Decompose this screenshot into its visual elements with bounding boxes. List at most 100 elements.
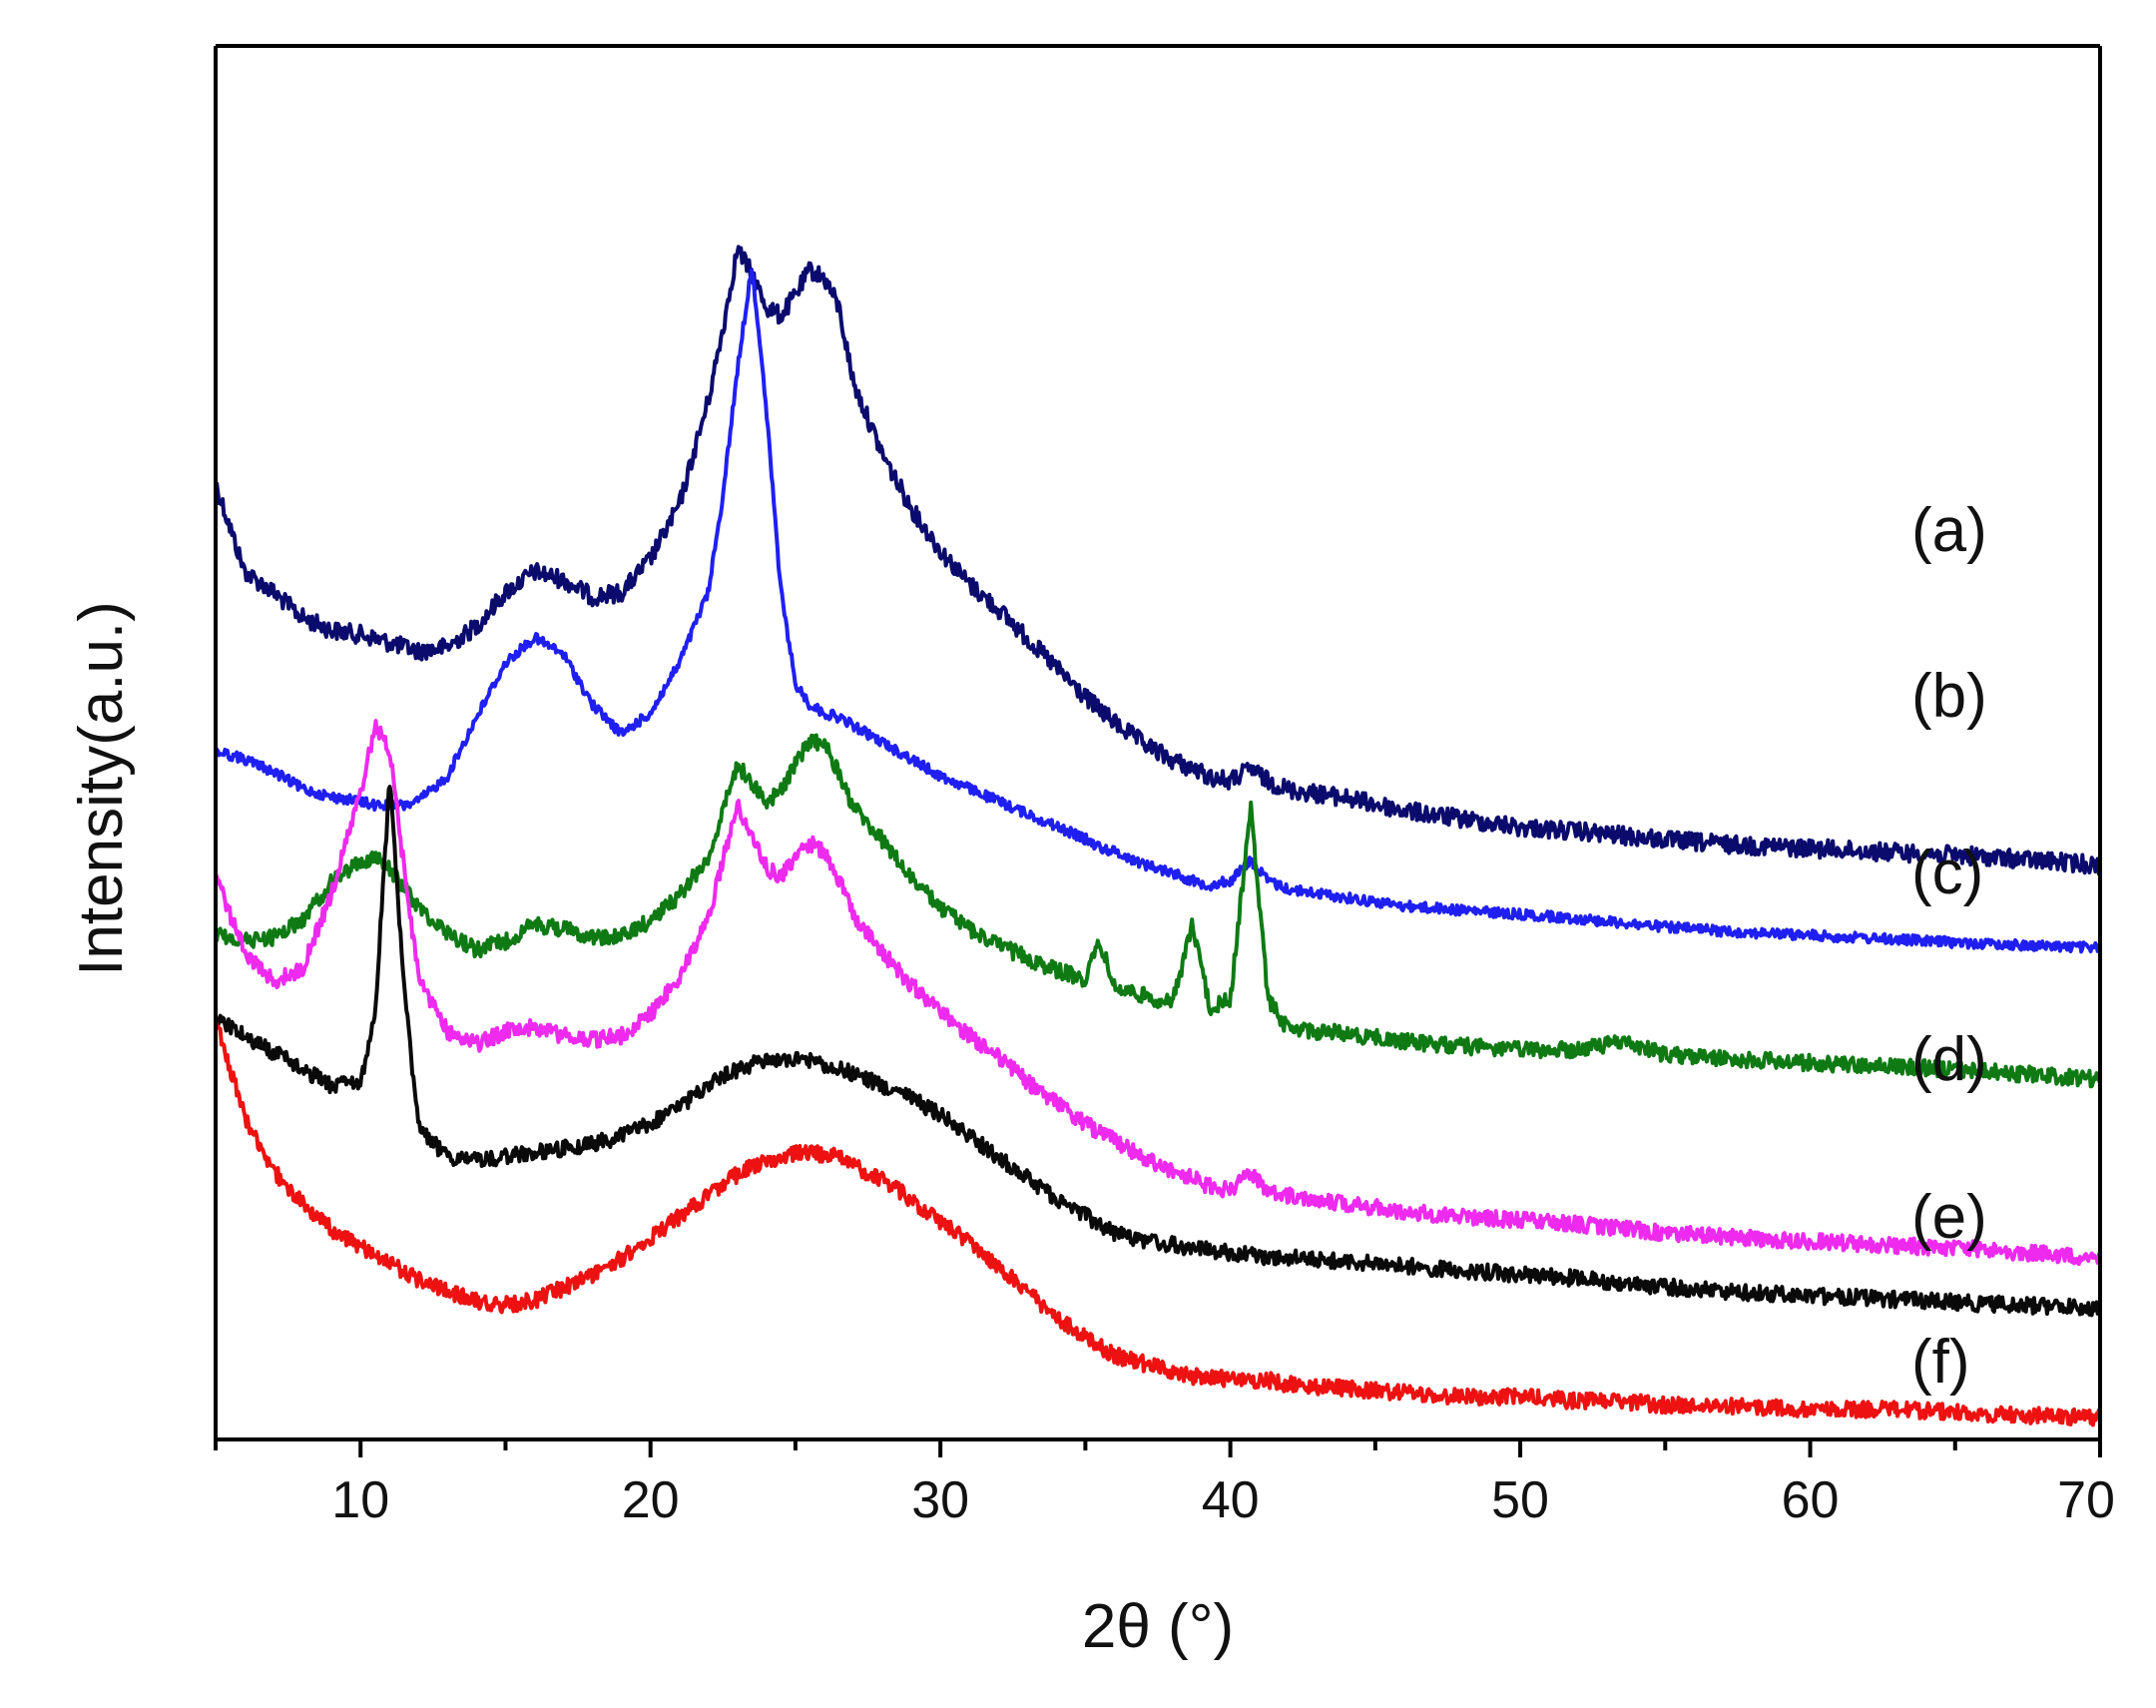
data-point-a — [736, 247, 740, 251]
data-point-a — [1191, 767, 1195, 771]
data-point-f — [358, 1244, 362, 1248]
data-point-d — [1460, 1214, 1464, 1218]
series-label-e: (e) — [1911, 1183, 1987, 1252]
data-point-b — [1663, 925, 1667, 929]
data-point-d — [1402, 1210, 1406, 1214]
data-point-b — [1171, 870, 1175, 874]
data-point-f — [1112, 1353, 1116, 1357]
data-point-f — [938, 1219, 942, 1223]
data-point-a — [620, 591, 624, 595]
data-point-c — [880, 839, 884, 843]
data-point-e — [358, 1079, 362, 1083]
data-point-f — [1721, 1404, 1725, 1408]
data-point-b — [445, 774, 449, 778]
data-point-a — [1402, 809, 1406, 813]
data-point-d — [707, 916, 711, 920]
data-point-a — [271, 591, 275, 595]
data-point-b — [562, 653, 566, 657]
data-point-d — [1663, 1231, 1667, 1235]
data-point-f — [1083, 1337, 1087, 1341]
series-line-f — [214, 1020, 2102, 1427]
data-point-f — [243, 1114, 247, 1118]
data-point-f — [329, 1227, 333, 1231]
data-point-a — [967, 582, 971, 586]
data-point-e — [1266, 1256, 1270, 1260]
data-point-e — [1576, 1277, 1580, 1281]
data-point-b — [1460, 908, 1464, 912]
data-point-c — [591, 935, 595, 939]
data-point-a — [1895, 851, 1899, 854]
data-point-a — [1229, 780, 1233, 784]
data-point-e — [1518, 1273, 1522, 1277]
data-point-b — [1025, 812, 1029, 816]
data-point-e — [1025, 1176, 1029, 1180]
data-point-d — [1809, 1239, 1813, 1243]
data-point-c — [416, 905, 420, 909]
data-point-b — [504, 661, 508, 665]
data-point-f — [794, 1152, 798, 1156]
data-point-c — [909, 876, 913, 880]
data-point-b — [1402, 904, 1406, 908]
data-point-a — [562, 578, 566, 582]
data-point-f — [1287, 1383, 1291, 1387]
series-line-c — [214, 733, 2102, 1089]
data-point-d — [373, 724, 377, 728]
data-point-a — [837, 305, 841, 309]
data-point-e — [678, 1105, 682, 1109]
data-point-e — [765, 1058, 769, 1062]
data-point-d — [474, 1042, 478, 1046]
x-tick-label: 70 — [2057, 1471, 2115, 1529]
data-point-b — [996, 800, 1000, 804]
data-point-a — [1576, 830, 1580, 834]
data-point-f — [1249, 1379, 1253, 1383]
data-point-d — [1576, 1223, 1580, 1227]
data-point-e — [1460, 1268, 1464, 1272]
data-point-c — [938, 905, 942, 909]
data-point-c — [707, 855, 711, 859]
data-point-b — [880, 741, 884, 745]
data-point-d — [562, 1034, 566, 1038]
data-point-b — [1142, 862, 1146, 866]
data-point-e — [1249, 1252, 1253, 1256]
data-point-e — [533, 1151, 537, 1155]
series-label-b: (b) — [1911, 662, 1987, 731]
data-point-e — [707, 1084, 711, 1088]
data-point-d — [808, 841, 811, 845]
data-point-e — [416, 1126, 420, 1130]
data-point-f — [1663, 1404, 1667, 1408]
data-point-f — [474, 1299, 478, 1303]
data-point-c — [1083, 977, 1087, 981]
data-point-e — [938, 1113, 942, 1117]
x-tick-label: 60 — [1782, 1471, 1840, 1529]
data-point-c — [808, 738, 811, 742]
data-point-b — [620, 732, 624, 736]
data-point-b — [909, 758, 913, 762]
data-point-c — [1266, 998, 1270, 1002]
data-point-a — [1663, 838, 1667, 842]
data-point-b — [1982, 941, 1986, 945]
data-point-c — [1142, 993, 1146, 997]
data-point-b — [750, 263, 754, 267]
data-point-e — [445, 1155, 449, 1159]
data-point-f — [721, 1181, 725, 1185]
data-point-e — [1895, 1298, 1899, 1302]
data-point-f — [387, 1261, 391, 1265]
data-point-d — [1345, 1202, 1348, 1206]
data-point-b — [243, 758, 247, 762]
x-axis-title: 2θ (°) — [1082, 1592, 1234, 1661]
data-point-c — [1171, 1002, 1175, 1006]
data-point-b — [678, 661, 682, 665]
data-point-a — [1054, 666, 1058, 670]
data-point-e — [837, 1067, 841, 1071]
data-point-c — [794, 763, 798, 767]
data-point-f — [1266, 1379, 1270, 1383]
data-point-e — [1663, 1285, 1667, 1289]
series-labels: (a) (b) (c) (d) (e) (f) — [1911, 496, 1987, 1397]
data-point-d — [402, 866, 406, 870]
data-point-d — [620, 1034, 624, 1038]
data-point-f — [445, 1290, 449, 1294]
data-point-e — [996, 1155, 1000, 1159]
data-point-e — [373, 1016, 377, 1020]
data-point-c — [620, 935, 624, 939]
data-point-a — [300, 616, 304, 620]
